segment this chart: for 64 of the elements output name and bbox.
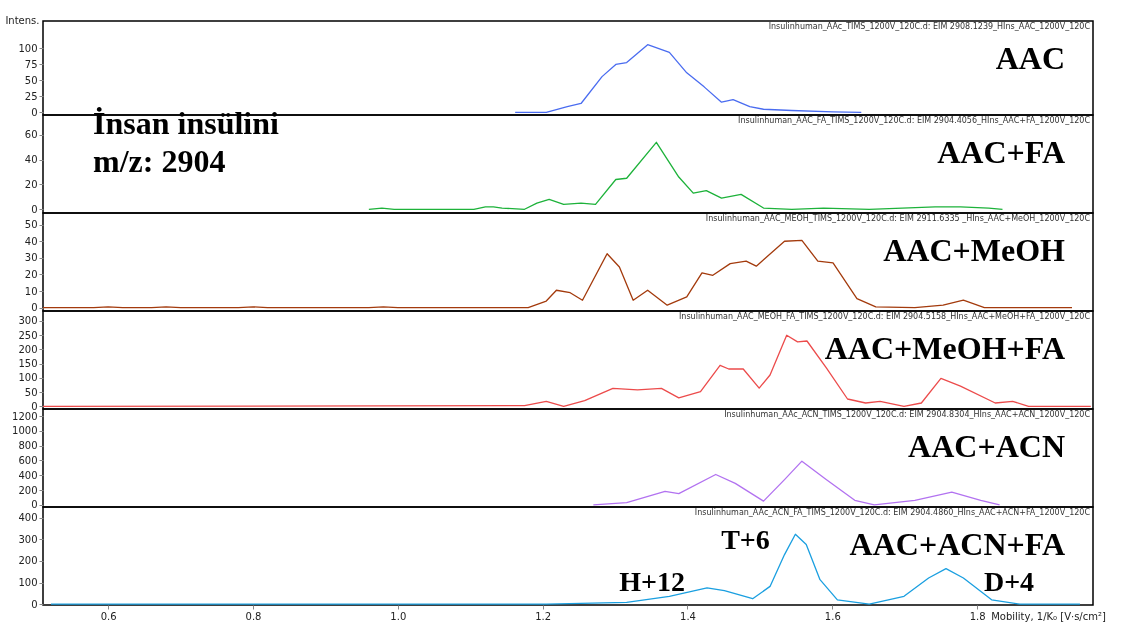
annotation: Insulinhuman_AAc_ACN_TIMS_1200V_120C.d: EIM 2904.8304_HIns_AAC+ACN_1200V_120C <box>724 410 1091 419</box>
x-tick-label: 1.2 <box>535 610 552 622</box>
annotation: D+4 <box>983 566 1035 597</box>
x-tick-label: 0.6 <box>100 610 117 622</box>
y-tick-label: 1200 <box>12 410 38 422</box>
y-tick-label: 20 <box>24 268 38 280</box>
y-tick-label: 300 <box>18 533 38 545</box>
y-tick-label: 60 <box>24 129 38 141</box>
y-tick-label: 25 <box>24 90 38 102</box>
line-series <box>50 533 1081 605</box>
annotation: Insulinhuman_AAC_MEOH_TIMS_1200V_120C.d: EIM 2911.6335 _HIns_AAC+MeOH_1200V_120C <box>705 214 1091 223</box>
y-tick-label: 600 <box>18 454 38 466</box>
y-tick-label: 20 <box>24 178 38 190</box>
y-tick-label: 100 <box>18 43 38 54</box>
y-tick-label: 800 <box>18 440 38 452</box>
y-tick-label: 200 <box>18 484 38 496</box>
y-tick-label: 200 <box>18 555 38 567</box>
y-tick-label: 0 <box>31 203 38 215</box>
text: AAC <box>995 40 1065 76</box>
line-series <box>42 334 1092 408</box>
y-tick-label: 0 <box>31 400 38 412</box>
annotation: Insulinhuman_AAc_ACN_FA_TIMS_1200V_120C.d: EIM 2904.4860_HIns_AAC+ACN+FA_1200V_120C <box>694 508 1091 517</box>
y-tick-label: 40 <box>24 154 38 166</box>
y-tick-label: 10 <box>24 285 38 297</box>
y-tick-label: 75 <box>24 58 38 70</box>
y-tick-label: 100 <box>18 372 38 384</box>
annotation: İnsan insülini m/z: 2904 <box>93 105 280 179</box>
y-tick-label: 400 <box>18 469 38 481</box>
y-tick-label: 0 <box>31 598 38 610</box>
y-tick-label: 30 <box>24 252 38 264</box>
x-tick-label: 1.0 <box>390 610 407 622</box>
y-tick-label: 400 <box>18 512 38 524</box>
y-tick-label: 200 <box>18 343 38 355</box>
y-tick-label: 1000 <box>12 425 38 437</box>
annotation: Insulinhuman_AAC_MEOH_FA_TIMS_1200V_120C.d: EIM 2904.5158_HIns_AAC+MeOH+FA_1200V_120C <box>678 312 1091 321</box>
y-tick-label: 0 <box>31 302 38 314</box>
x-tick-label: 1.6 <box>824 610 841 622</box>
y-tick-label: 100 <box>18 577 38 588</box>
y-tick-label: 50 <box>24 386 38 398</box>
annotation: Insulinhuman_AAC_FA_TIMS_1200V_120C.d: EIM 2904.4056_HIns_AAC+FA_1200V_120C <box>738 116 1091 125</box>
series-label: AAC+MeOH+FA <box>824 330 1065 366</box>
series-label: AAC+ACN <box>908 428 1065 464</box>
x-tick-label: 0.8 <box>245 610 262 622</box>
line-series <box>592 460 1001 506</box>
y-tick-label: 50 <box>24 74 38 86</box>
x-tick-label: 1.4 <box>680 610 696 622</box>
annotation: Insulinhuman_AAc_TIMS_1200V_120C.d: EIM 2908.1239_HIns_AAC_1200V_120C <box>768 22 1091 31</box>
y-axis-title: Intens. <box>5 14 40 26</box>
series-label: AAC+ACN+FA <box>849 526 1065 562</box>
y-tick-label: 150 <box>18 358 38 370</box>
x-axis-title: Mobility, 1/K₀ [V·s/cm²] <box>991 611 1106 622</box>
line-series <box>42 239 1073 309</box>
y-tick-label: 40 <box>24 235 38 247</box>
y-tick-label: 50 <box>24 219 38 231</box>
y-tick-label: 0 <box>31 106 38 118</box>
series-label: AAC+FA <box>937 134 1065 170</box>
y-tick-label: 0 <box>31 499 38 511</box>
annotation: T+6 <box>721 524 770 555</box>
line-series <box>514 44 862 114</box>
y-tick-label: 250 <box>18 329 38 341</box>
series-label: AAC+MeOH <box>883 232 1066 268</box>
annotation: H+12 <box>619 566 685 597</box>
y-tick-label: 300 <box>18 315 38 327</box>
x-tick-label: 1.8 <box>969 610 986 622</box>
